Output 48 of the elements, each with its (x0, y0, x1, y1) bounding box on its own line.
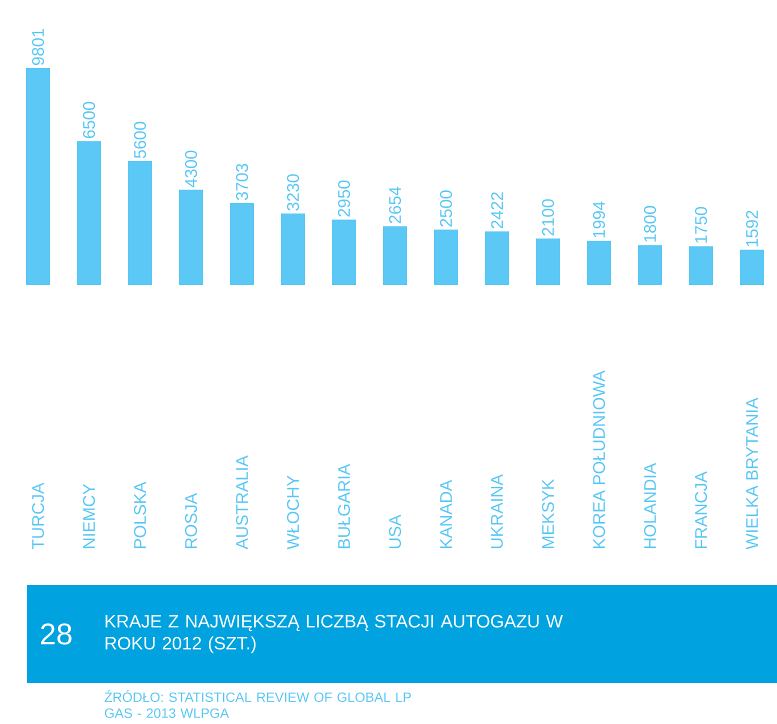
x-tick-label: POLSKA (134, 482, 146, 548)
data-label: 5600 (134, 122, 146, 158)
x-tick-label: AUSTRALIA (236, 455, 248, 550)
bar (689, 246, 714, 285)
data-label: 2100 (542, 199, 554, 236)
data-label: 1592 (746, 210, 758, 246)
x-tick-label: HOLANDIA (644, 462, 656, 548)
bar (587, 240, 612, 285)
data-label: 1750 (695, 207, 708, 243)
bar (485, 231, 510, 285)
bar (77, 141, 102, 285)
x-tick-label: MEKSYK (542, 479, 554, 548)
text: KRAJE Z NAJWIĘKSZĄ LICZBĄ STACJI AUTOGAZU W ROKU 2012 (SZT.) (106, 614, 563, 654)
x-tick-label: WIELKA BRYTANIA (746, 398, 758, 550)
data-label: 6500 (83, 102, 96, 138)
x-tick-label: NIEMCY (83, 484, 96, 548)
x-tick-label: BUŁGARIA (338, 464, 350, 548)
bar (740, 250, 764, 285)
x-tick-label: UKRAINA (491, 474, 503, 548)
data-label: 3703 (236, 164, 248, 200)
x-tick-label: KOREA POŁUDNIOWA (593, 370, 606, 548)
bar (230, 203, 254, 285)
bar (383, 226, 408, 285)
data-label: 2950 (338, 180, 350, 217)
data-label: 2500 (440, 190, 452, 227)
data-label: 3230 (287, 174, 300, 211)
bar (281, 213, 306, 285)
text: ŹRÓDŁO: STATISTICAL REVIEW OF GLOBAL LP GAS - 2013 WLPGA (104, 690, 411, 718)
data-label: 1994 (593, 201, 606, 238)
x-tick-label: TURCJA (32, 482, 44, 550)
x-tick-label: KANADA (440, 480, 452, 548)
x-tick-label: FRANCJA (695, 471, 708, 548)
bar (128, 161, 152, 285)
data-label: 1800 (644, 206, 656, 242)
data-label: 9801 (32, 28, 44, 66)
bar (332, 220, 356, 285)
data-label: 2654 (389, 186, 402, 224)
bar (536, 238, 560, 285)
x-tick-label: WŁOCHY (287, 476, 300, 550)
bar (638, 245, 662, 285)
x-tick-label: USA (389, 514, 402, 548)
data-label: 2422 (491, 192, 503, 228)
bar (434, 230, 458, 285)
text: 28 (41, 623, 72, 645)
data-label: 4300 (185, 150, 198, 188)
x-tick-label: ROSJA (185, 493, 198, 548)
bar (179, 190, 204, 285)
bar (26, 68, 50, 285)
